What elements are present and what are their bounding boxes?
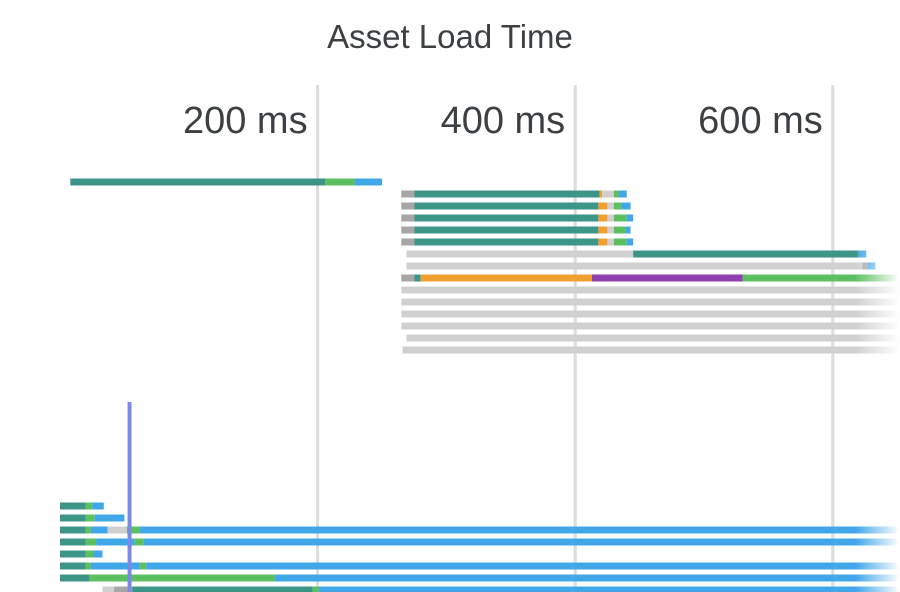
tick-label-400: 400 ms	[441, 100, 566, 142]
bar-segment-download	[92, 502, 104, 510]
bar-segment-stalled	[401, 190, 415, 198]
bar-segment-dns	[60, 550, 86, 558]
bar-segment-download	[90, 562, 140, 570]
chart-title: Asset Load Time	[327, 18, 573, 55]
bar-segment-dns	[414, 274, 421, 282]
edge-fade	[855, 150, 900, 592]
tick-label-600: 600 ms	[698, 100, 823, 142]
bar-segment-queued	[607, 214, 614, 222]
bar-segment-request	[126, 526, 140, 534]
bar-segment-dns	[70, 178, 326, 186]
bar-segment-download	[625, 226, 631, 234]
bar-segment-stalled	[401, 274, 415, 282]
request-bars	[60, 178, 898, 592]
bar-segment-dns	[60, 562, 86, 570]
bar-segment-connect	[598, 226, 608, 234]
bar-segment-download	[626, 238, 634, 246]
bar-segment-stalled	[401, 238, 415, 246]
bar-segment-request	[742, 274, 898, 282]
bar-segment-stalled	[114, 586, 133, 592]
bar-segment-download	[275, 574, 898, 582]
bar-segment-queued	[107, 526, 127, 534]
bar-segment-queued	[406, 334, 898, 342]
bar-segment-request	[613, 226, 626, 234]
bar-segment-dns	[60, 538, 86, 546]
bar-segment-connect	[598, 202, 608, 210]
bar-segment-queued	[607, 202, 614, 210]
bar-segment-queued	[607, 238, 614, 246]
bar-segment-queued	[102, 586, 115, 592]
bar-segment-download	[618, 190, 627, 198]
bar-segment-dns	[414, 190, 600, 198]
bar-segment-download	[94, 514, 125, 522]
bar-segment-queued	[406, 250, 634, 258]
bar-segment-dns	[132, 586, 313, 592]
bar-segment-dns	[414, 238, 599, 246]
bar-segment-download	[143, 538, 898, 546]
bar-segment-request	[613, 238, 627, 246]
bar-segment-dns	[60, 514, 86, 522]
bar-segment-queued	[406, 262, 863, 270]
bar-segment-request	[85, 514, 95, 522]
bar-segment-request	[85, 538, 97, 546]
bar-segment-download	[93, 550, 103, 558]
bar-segment-stalled	[401, 202, 415, 210]
bar-segment-download	[90, 526, 108, 534]
bar-segment-request	[134, 538, 144, 546]
bar-segment-dns	[414, 226, 599, 234]
bar-segment-queued	[401, 310, 898, 318]
bar-segment-dns	[414, 214, 599, 222]
bar-segment-request	[613, 214, 627, 222]
bar-segment-dns	[60, 502, 86, 510]
bar-segment-stalled	[401, 226, 415, 234]
bar-segment-connect	[598, 238, 608, 246]
bar-segment-request	[312, 586, 319, 592]
bar-segment-request	[85, 562, 91, 570]
bar-segment-request	[139, 562, 147, 570]
bar-segment-queued	[602, 190, 614, 198]
bar-segment-request	[85, 526, 91, 534]
bar-segment-queued	[402, 346, 898, 354]
bar-segment-download	[146, 562, 898, 570]
bar-segment-connect	[420, 274, 592, 282]
bar-segment-dns	[60, 574, 90, 582]
bar-segment-dns	[633, 250, 859, 258]
tick-label-200: 200 ms	[183, 100, 308, 142]
bar-segment-download	[626, 214, 634, 222]
bar-segment-dns	[414, 202, 599, 210]
bar-segment-request	[613, 202, 622, 210]
bar-segment-request	[85, 550, 94, 558]
bar-segment-connect	[599, 190, 603, 198]
bar-segment-download	[354, 178, 382, 186]
bar-segment-ssl	[591, 274, 743, 282]
bar-segment-download	[96, 538, 135, 546]
bar-segment-request	[85, 502, 93, 510]
bar-segment-queued	[401, 322, 898, 330]
bar-segment-stalled	[401, 214, 415, 222]
bar-segment-queued	[401, 286, 898, 294]
bar-segment-request	[613, 190, 619, 198]
bar-segment-queued	[401, 298, 898, 306]
bar-segment-request	[89, 574, 276, 582]
bar-segment-download	[139, 526, 898, 534]
bar-segment-connect	[598, 214, 608, 222]
bar-segment-queued	[607, 226, 614, 234]
bar-segment-download	[621, 202, 631, 210]
x-axis-ticks: 200 ms 400 ms 600 ms	[183, 100, 823, 142]
bar-segment-dns	[60, 526, 86, 534]
bar-segment-request	[325, 178, 355, 186]
bar-segment-download	[318, 586, 898, 592]
